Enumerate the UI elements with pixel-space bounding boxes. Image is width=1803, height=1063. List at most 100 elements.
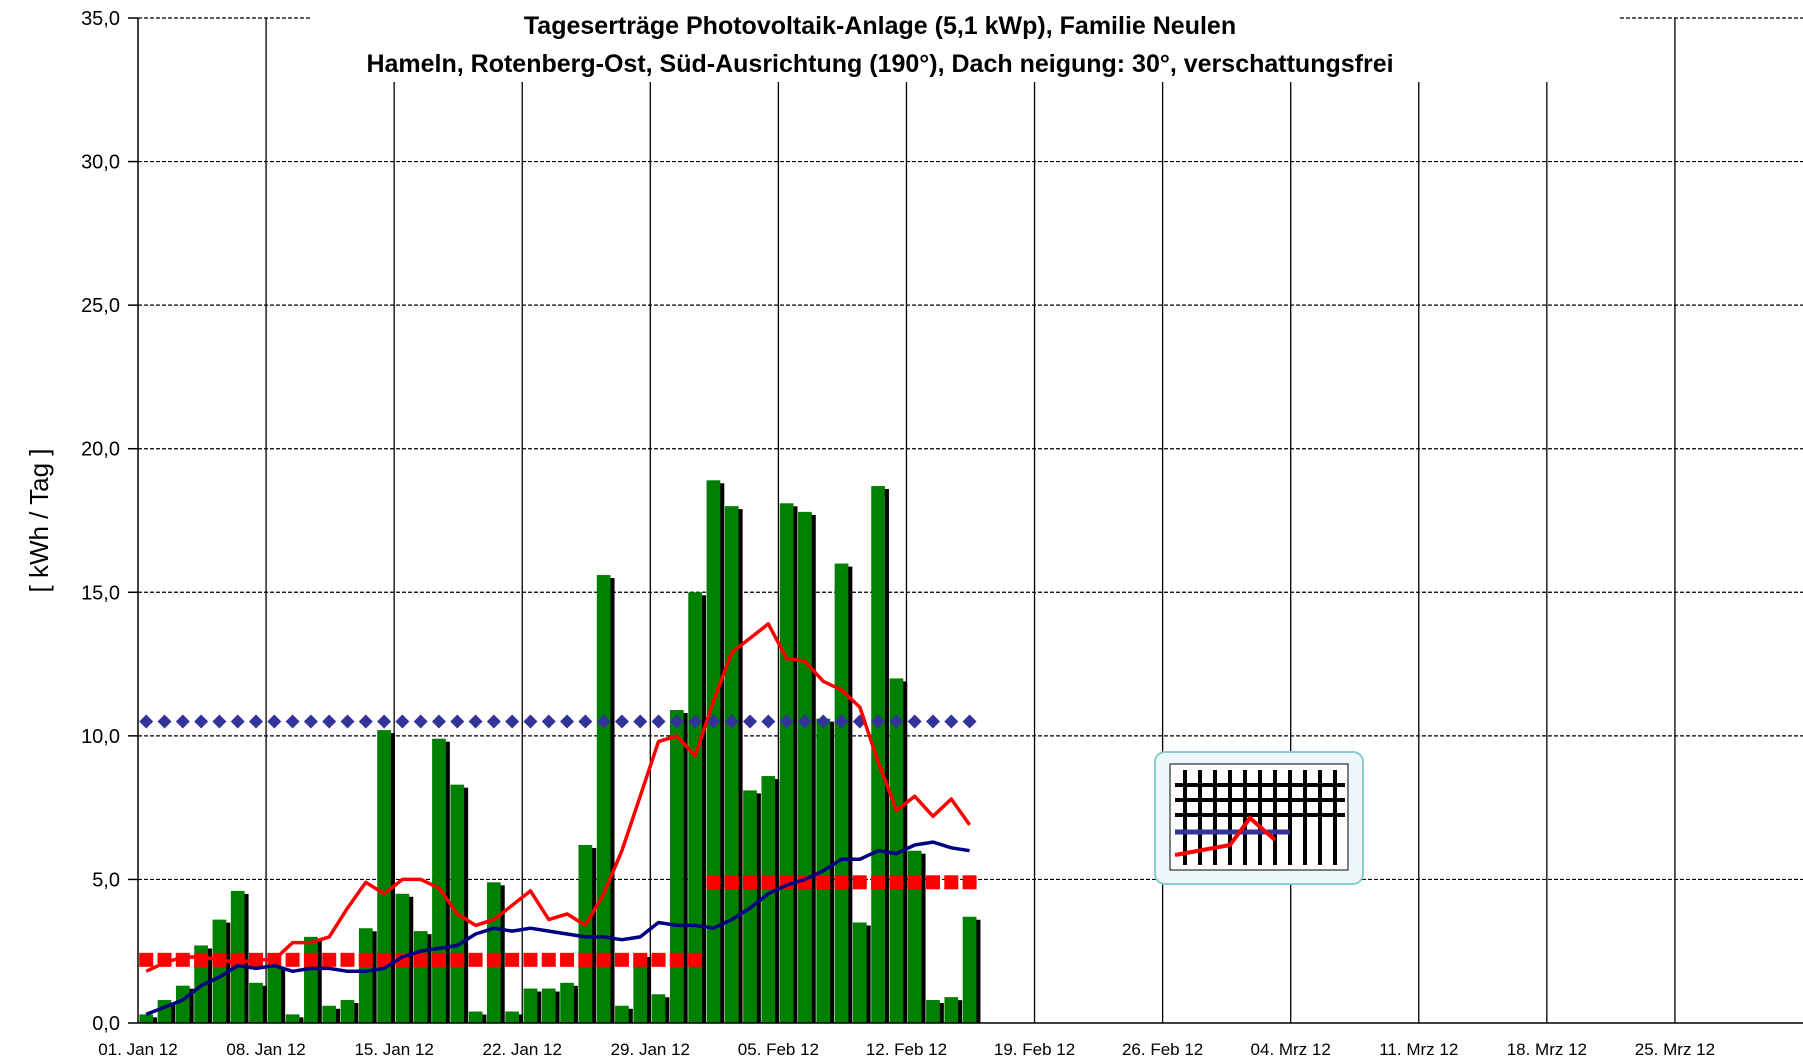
bar [359,928,373,1023]
marker-square [469,953,483,967]
bar [176,986,190,1023]
y-tick-label: 0,0 [92,1013,120,1035]
y-axis-label: [ kWh / Tag ] [24,448,54,592]
bar [707,480,721,1023]
bar [432,739,446,1023]
marker-diamond [469,715,483,729]
marker-square [542,953,556,967]
chart-subtitle: Hameln, Rotenberg-Ost, Süd-Ausrichtung (… [366,50,1393,78]
y-tick-label: 30,0 [81,152,120,174]
marker-square [414,953,428,967]
y-tick-label: 10,0 [81,726,120,748]
marker-diamond [487,715,501,729]
x-tick-label: 18. Mrz 12 [1507,1040,1587,1059]
marker-diamond [615,715,629,729]
marker-square [889,875,903,889]
marker-square [615,953,629,967]
marker-square [578,953,592,967]
marker-square [304,953,318,967]
marker-diamond [212,715,226,729]
marker-diamond [194,715,208,729]
bar [322,1006,336,1023]
bar [286,1014,300,1023]
y-tick-label: 15,0 [81,582,120,604]
marker-square [761,875,775,889]
marker-square [908,875,922,889]
marker-square [816,875,830,889]
marker-square [670,953,684,967]
marker-diamond [231,715,245,729]
x-tick-label: 01. Jan 12 [98,1040,177,1059]
marker-diamond [761,715,775,729]
marker-diamond [743,715,757,729]
marker-diamond [340,715,354,729]
bar [871,486,885,1023]
y-tick-label: 5,0 [92,869,120,891]
marker-diamond [578,715,592,729]
marker-square [963,875,977,889]
bar [670,710,684,1023]
bar [578,845,592,1023]
bar [267,966,281,1023]
marker-diamond [176,715,190,729]
marker-diamond [359,715,373,729]
x-tick-label: 04. Mrz 12 [1251,1040,1331,1059]
y-tick-label: 35,0 [81,8,120,30]
marker-square [523,953,537,967]
marker-square [743,875,757,889]
x-tick-label: 08. Jan 12 [226,1040,305,1059]
chart: 01. Jan 1208. Jan 1215. Jan 1222. Jan 12… [0,0,1803,1063]
y-tick-label: 20,0 [81,439,120,461]
x-tick-label: 05. Feb 12 [738,1040,819,1059]
bar [377,730,391,1023]
bar [487,882,501,1023]
marker-diamond [139,715,153,729]
marker-diamond [963,715,977,729]
bar [560,983,574,1023]
bar [944,997,958,1023]
marker-diamond [377,715,391,729]
x-tick-label: 12. Feb 12 [866,1040,947,1059]
bar [926,1000,940,1023]
bar [725,506,739,1023]
x-tick-label: 26. Feb 12 [1122,1040,1203,1059]
bar [780,503,794,1023]
bar [963,917,977,1023]
marker-diamond [652,715,666,729]
marker-square [139,953,153,967]
bar [615,1006,629,1023]
marker-square [725,875,739,889]
marker-diamond [395,715,409,729]
marker-diamond [926,715,940,729]
bar [835,564,849,1023]
bar [341,1000,355,1023]
x-tick-label: 29. Jan 12 [611,1040,690,1059]
marker-square [450,953,464,967]
marker-square [359,953,373,967]
marker-square [835,875,849,889]
marker-diamond [450,715,464,729]
bar [450,785,464,1023]
marker-square [322,953,336,967]
bar [249,983,263,1023]
marker-square [560,953,574,967]
marker-diamond [322,715,336,729]
marker-square [597,953,611,967]
marker-diamond [158,715,172,729]
bar [798,512,812,1023]
marker-diamond [542,715,556,729]
marker-diamond [286,715,300,729]
marker-diamond [908,715,922,729]
marker-square [853,875,867,889]
bar [652,994,666,1023]
marker-diamond [560,715,574,729]
bar [414,931,428,1023]
bar [524,989,538,1023]
marker-diamond [432,715,446,729]
chart-title: Tageserträge Photovoltaik-Anlage (5,1 kW… [524,12,1236,40]
bar [213,920,227,1023]
marker-square [706,875,720,889]
marker-diamond [505,715,519,729]
x-tick-label: 22. Jan 12 [483,1040,562,1059]
marker-square [871,875,885,889]
